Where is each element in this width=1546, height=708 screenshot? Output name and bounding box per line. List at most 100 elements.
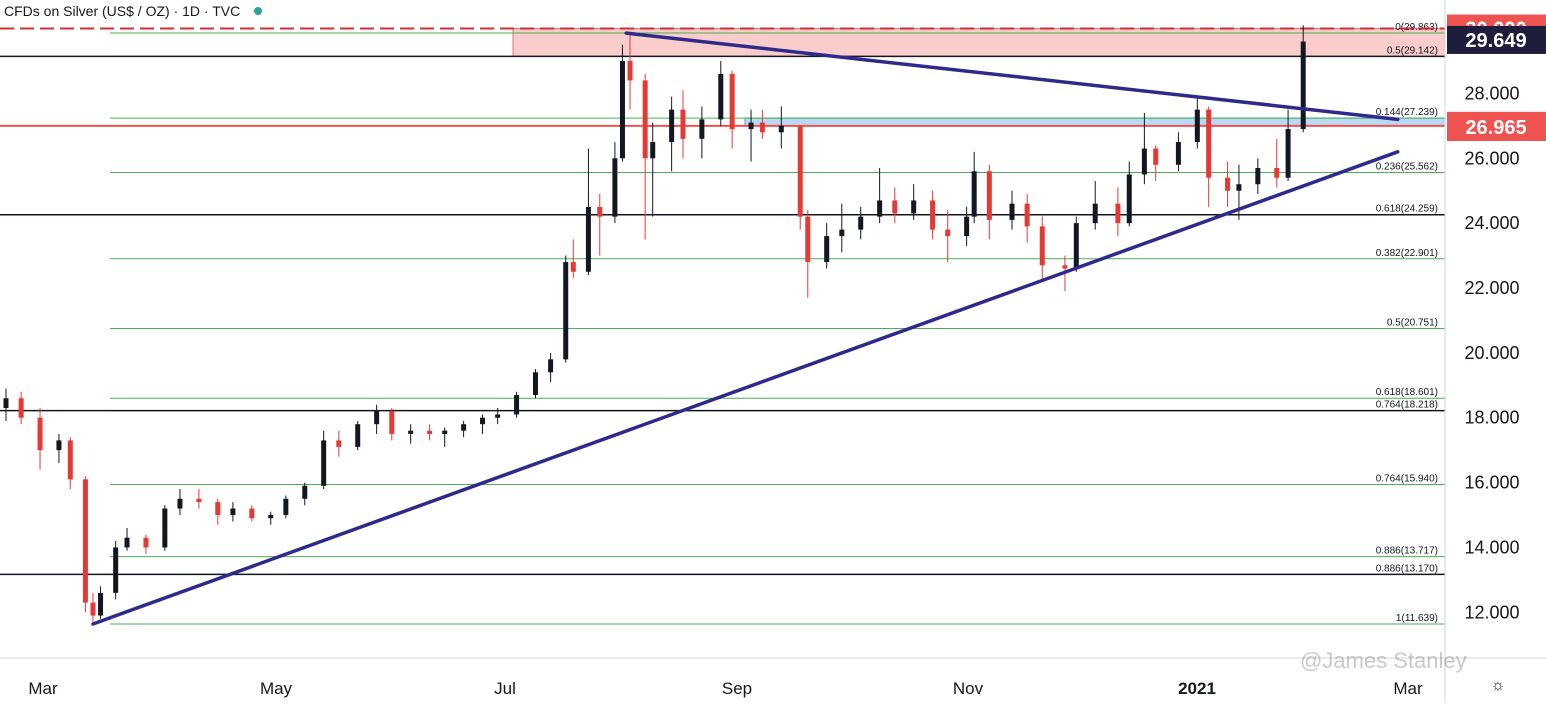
- candle-body: [759, 122, 765, 133]
- candle-body: [627, 60, 633, 81]
- x-tick-label: Mar: [28, 679, 58, 698]
- candle-body: [650, 142, 656, 159]
- candle-body: [196, 498, 202, 503]
- candle-body: [911, 200, 917, 214]
- candle-body: [113, 547, 119, 593]
- y-tick-label: 28.000: [1464, 83, 1519, 103]
- candle-body: [718, 73, 724, 120]
- candle-body: [90, 602, 96, 616]
- candle-body: [1141, 148, 1147, 175]
- candle-body: [283, 498, 289, 516]
- market-status-icon: [254, 7, 263, 15]
- x-tick-label: Sep: [722, 679, 752, 698]
- candle-body: [1194, 109, 1200, 143]
- settings-gear-icon[interactable]: ☼: [1490, 677, 1506, 694]
- candle-body: [1115, 203, 1121, 224]
- price-label: 29.649: [1465, 30, 1526, 52]
- rising-trendline: [91, 150, 1400, 626]
- candle-body: [1024, 203, 1030, 227]
- candle-body: [892, 200, 898, 214]
- fib-label: 0.236(25.562): [1376, 161, 1438, 172]
- x-tick-label: Nov: [953, 679, 984, 698]
- chart-header: CFDs on Silver (US$ / OZ) · 1D · TVC: [4, 3, 263, 19]
- candle-body: [748, 122, 754, 130]
- candle-body: [680, 109, 686, 139]
- candle-body: [1092, 203, 1098, 224]
- candle-body: [355, 424, 361, 447]
- candle-body: [336, 440, 342, 447]
- candle-body: [230, 508, 236, 516]
- candle-body: [1236, 184, 1242, 191]
- candle-body: [302, 485, 308, 499]
- fib-label: 0.886(13.717): [1376, 546, 1438, 557]
- candle-body: [427, 430, 433, 434]
- fib-label: 0(29.863): [1395, 22, 1438, 33]
- y-tick-label: 22.000: [1464, 278, 1519, 298]
- y-tick-label: 16.000: [1464, 473, 1519, 493]
- y-tick-label: 24.000: [1464, 213, 1519, 233]
- candle-body: [597, 206, 603, 217]
- candle-body: [124, 537, 130, 548]
- candle-body: [1300, 41, 1306, 130]
- candle-body: [964, 216, 970, 237]
- price-label: 26.965: [1465, 117, 1526, 139]
- candle-body: [389, 411, 395, 434]
- fib-label: 0.886(13.170): [1376, 563, 1438, 574]
- candle-body: [1175, 142, 1181, 165]
- candle-body: [480, 417, 486, 425]
- candle-body: [548, 359, 554, 373]
- candle-body: [930, 200, 936, 230]
- candle-body: [570, 262, 576, 272]
- candle-body: [699, 119, 705, 139]
- fib-label: 0.764(18.218): [1376, 400, 1438, 411]
- candle-body: [1285, 129, 1291, 178]
- y-tick-label: 26.000: [1464, 148, 1519, 168]
- candle-body: [1126, 174, 1132, 224]
- x-tick-label: May: [260, 679, 293, 698]
- y-tick-label: 14.000: [1464, 537, 1519, 557]
- candle-body: [461, 424, 467, 431]
- candle-body: [1073, 223, 1079, 269]
- candle-body: [1274, 168, 1280, 178]
- fib-label: 0.5(20.751): [1387, 318, 1438, 329]
- candle-body: [82, 479, 88, 603]
- x-tick-label: 2021: [1178, 679, 1216, 698]
- y-tick-label: 18.000: [1464, 408, 1519, 428]
- candle-body: [162, 508, 168, 548]
- candle-body: [839, 229, 845, 237]
- candle-body: [1009, 203, 1015, 220]
- candle-body: [824, 236, 830, 263]
- candle-body: [408, 430, 414, 434]
- candle-body: [514, 395, 520, 415]
- falling-trendline: [624, 31, 1400, 122]
- x-tick-label: Jul: [494, 679, 516, 698]
- candle-body: [778, 125, 784, 133]
- candle-body: [797, 125, 803, 217]
- candle-body: [986, 171, 992, 220]
- fib-label: 0.618(24.259): [1376, 204, 1438, 215]
- candle-body: [619, 60, 625, 159]
- candle-body: [215, 502, 221, 516]
- price-label-bg: [1447, 25, 1546, 54]
- candle-body: [971, 171, 977, 217]
- candle-body: [1062, 265, 1068, 269]
- candle-body: [612, 158, 618, 217]
- y-tick-label: 20.000: [1464, 343, 1519, 363]
- candle-body: [729, 73, 735, 130]
- candle-body: [642, 80, 648, 159]
- candle-body: [669, 109, 675, 143]
- candle-body: [37, 417, 43, 451]
- candle-body: [805, 216, 811, 263]
- candle-body: [177, 498, 183, 509]
- candle-body: [374, 411, 380, 425]
- price-label-bg: [1447, 112, 1546, 141]
- candle-body: [56, 440, 62, 451]
- fib-label: 1(11.639): [1396, 613, 1438, 624]
- fib-label: 0.382(22.901): [1376, 248, 1438, 259]
- candle-body: [67, 440, 73, 480]
- candle-body: [442, 430, 448, 434]
- author-watermark: @James Stanley: [1300, 648, 1467, 673]
- candle-body: [858, 216, 864, 230]
